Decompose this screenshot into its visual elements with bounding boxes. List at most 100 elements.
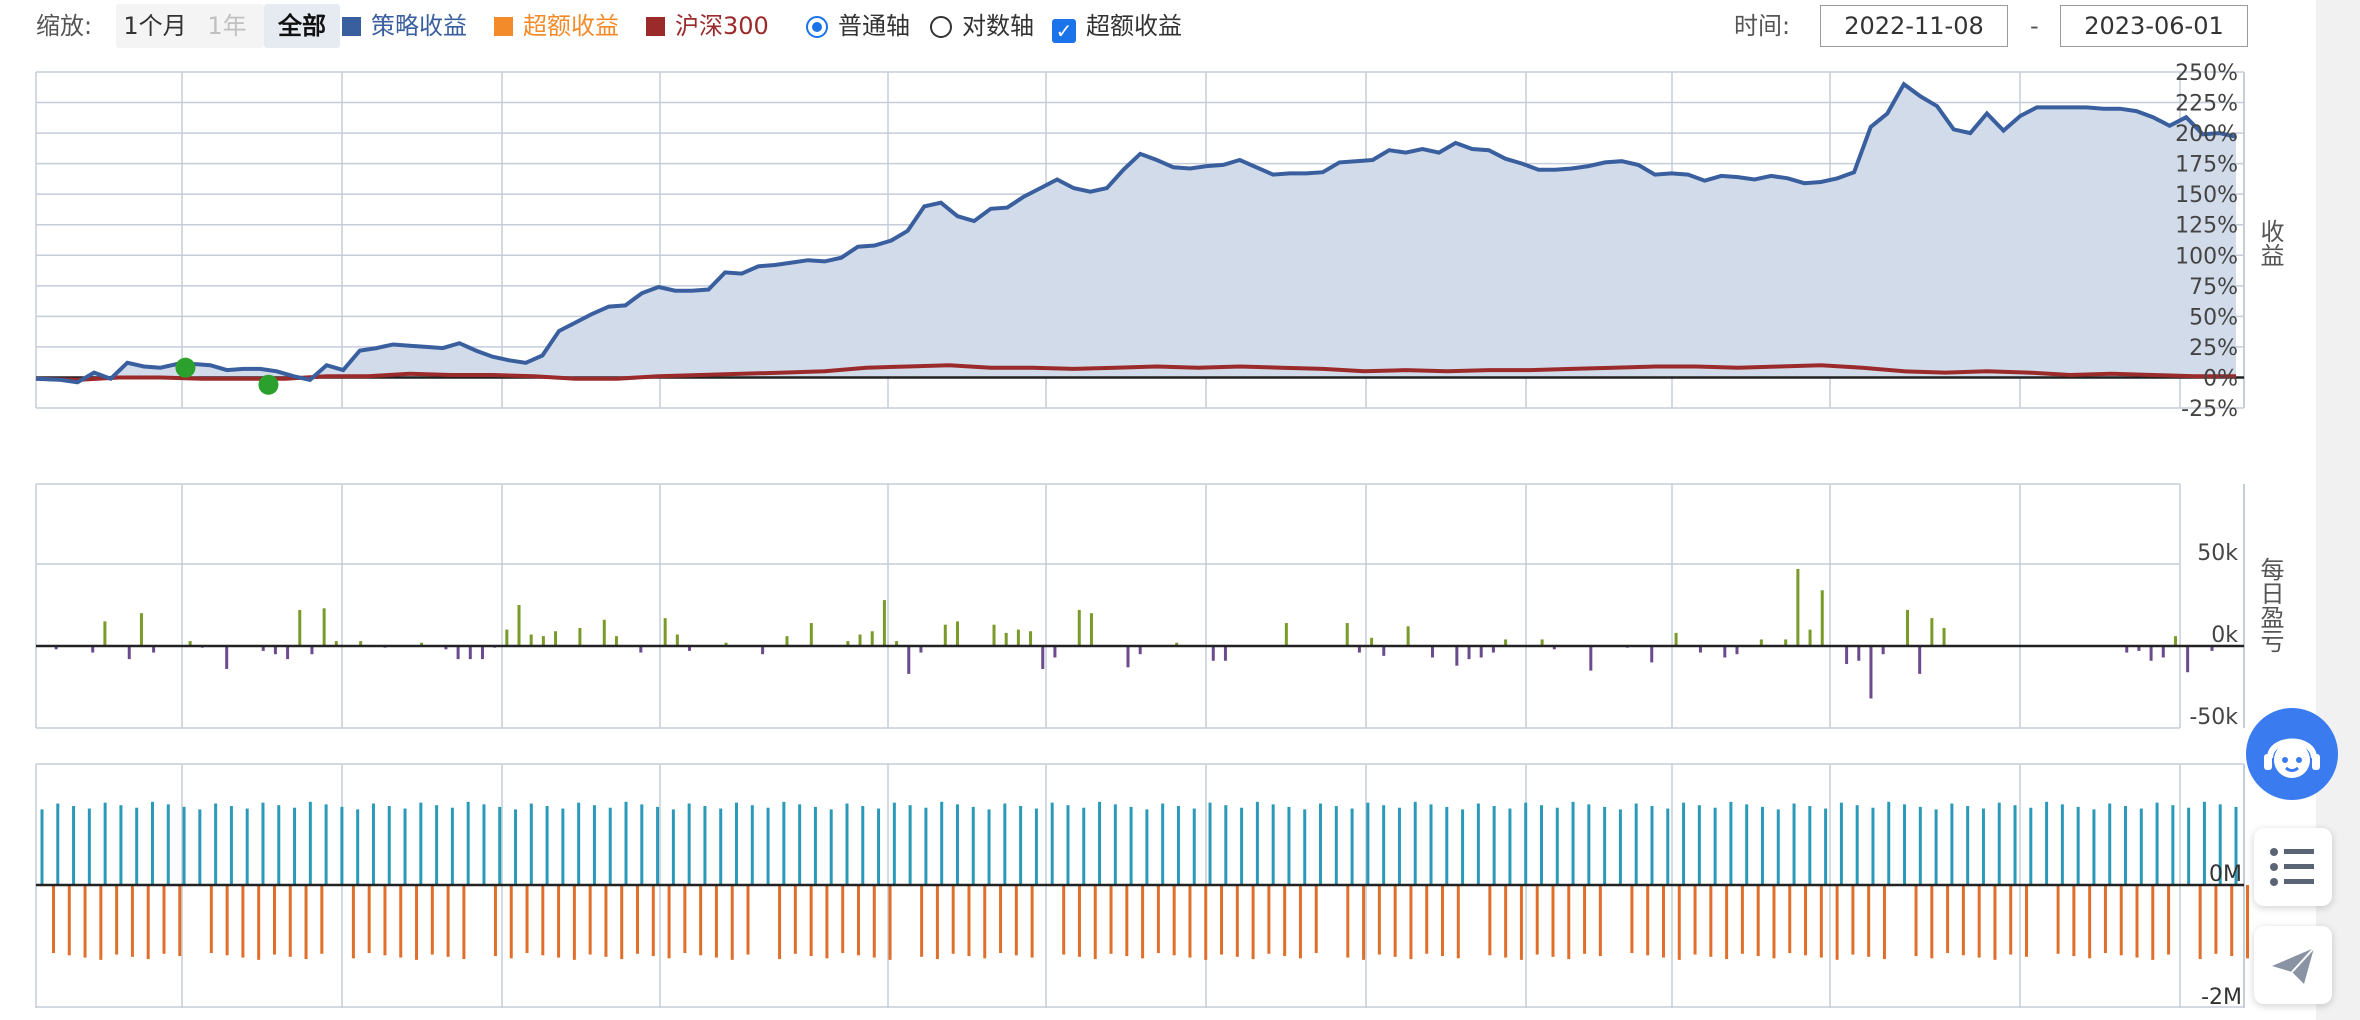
buy-bar xyxy=(2092,809,2096,885)
buy-bar xyxy=(229,806,233,885)
pnl-bar xyxy=(724,642,728,646)
returns-y-ticks: 250% 225% 200% 175% 150% 125% 100% 75% 50% 25% 0% -… xyxy=(2175,61,2238,422)
pnl-bar xyxy=(870,631,874,646)
sell-bar xyxy=(2198,885,2202,960)
sell-bar xyxy=(1693,885,1697,955)
sell-bar xyxy=(272,885,276,955)
customer-service-button[interactable] xyxy=(2246,708,2338,800)
excess-checkbox[interactable]: ✓ 超额收益 xyxy=(1052,4,1182,48)
legend-excess[interactable]: 超额收益 xyxy=(494,4,619,48)
returns-axis-label: 收益 xyxy=(2256,219,2284,267)
pnl-bar xyxy=(529,634,533,646)
buy-bar xyxy=(1634,803,1638,885)
sell-bar xyxy=(367,885,371,954)
pnl-bar xyxy=(1211,646,1215,661)
sell-bar xyxy=(146,885,150,960)
buy-bar xyxy=(214,803,218,885)
chart-toolbar: 缩放: 1个月 1年 全部 策略收益 超额收益 沪深300 普通轴 对数轴 ✓ 超… xyxy=(0,0,2300,52)
sell-bar xyxy=(415,885,419,960)
buy-bar xyxy=(1903,804,1907,885)
buy-bar xyxy=(2187,807,2191,885)
pnl-bar xyxy=(1089,613,1093,646)
buy-bar xyxy=(2234,806,2238,885)
returns-tick-label: 250% xyxy=(2175,61,2238,86)
sell-bar xyxy=(320,885,324,954)
sell-bar xyxy=(1551,885,1555,957)
sell-bar xyxy=(1804,885,1808,956)
buy-bar xyxy=(498,806,502,885)
buy-sell-panel[interactable]: 0M -2M xyxy=(35,763,2249,1010)
strategy-area-fill xyxy=(36,84,2236,383)
pnl-bar xyxy=(1808,629,1812,646)
buy-bar xyxy=(561,808,565,885)
pnl-bar xyxy=(1467,646,1471,660)
buy-bar xyxy=(340,806,344,885)
pnl-bar xyxy=(1004,632,1008,646)
pnl-bar xyxy=(1041,646,1045,669)
buy-bar xyxy=(1729,801,1733,885)
sell-bar xyxy=(2151,885,2155,960)
buy-bar xyxy=(1697,805,1701,885)
pnl-bar xyxy=(152,646,156,653)
trade-markers[interactable] xyxy=(175,357,279,395)
pnl-bar xyxy=(1345,623,1349,646)
buy-bar xyxy=(1066,805,1070,885)
buy-bar xyxy=(719,808,723,885)
sell-bar xyxy=(1141,885,1145,959)
start-date-input[interactable] xyxy=(1820,5,2008,47)
pnl-bars xyxy=(54,568,2214,699)
buy-bar xyxy=(40,809,44,885)
returns-tick-label: 125% xyxy=(2175,214,2238,239)
sell-bar xyxy=(399,885,403,958)
radio-unchecked-icon xyxy=(930,16,952,38)
sell-bar xyxy=(730,885,734,960)
sell-bar xyxy=(1961,885,1965,956)
pnl-bar xyxy=(1930,618,1934,646)
buy-bar xyxy=(1176,806,1180,885)
daily-pnl-panel[interactable]: 50k 0k -50k 每日盈亏 xyxy=(35,483,2284,730)
pnl-bar xyxy=(322,608,326,646)
pnl-bar xyxy=(2125,646,2129,653)
legend-hs300[interactable]: 沪深300 xyxy=(646,4,769,48)
pnl-bar xyxy=(1284,623,1288,646)
zoom-all-button[interactable]: 全部 xyxy=(264,4,340,48)
send-button[interactable] xyxy=(2254,926,2332,1004)
buy-bar xyxy=(1429,804,1433,885)
axis-normal-radio[interactable]: 普通轴 xyxy=(806,4,910,48)
buy-bar xyxy=(1603,806,1607,885)
buy-bar xyxy=(1350,808,1354,885)
sell-bar xyxy=(1740,885,1744,954)
pnl-bar xyxy=(480,646,484,660)
sell-bar xyxy=(1441,885,1445,957)
buy-bar xyxy=(387,806,391,885)
returns-tick-label: 0% xyxy=(2203,366,2238,391)
pnl-bar xyxy=(858,634,862,646)
returns-panel[interactable]: 250% 225% 200% 175% 150% 125% 100% 75% 50% 25% 0% -… xyxy=(35,61,2284,422)
buy-bar xyxy=(1997,802,2001,885)
date-separator: - xyxy=(2030,12,2039,40)
pnl-bar xyxy=(675,634,679,646)
time-label: 时间: xyxy=(1734,12,1791,40)
axis-log-radio[interactable]: 对数轴 xyxy=(930,4,1034,48)
pnl-bar xyxy=(1869,646,1873,699)
buy-bar xyxy=(1745,804,1749,885)
zoom-1month-button[interactable]: 1个月 xyxy=(116,4,194,48)
buy-bar xyxy=(1019,806,1023,885)
list-button[interactable] xyxy=(2254,828,2332,906)
end-date-input[interactable] xyxy=(2060,5,2248,47)
sell-bar xyxy=(1077,885,1081,957)
buy-bar xyxy=(1161,803,1165,885)
legend-strategy[interactable]: 策略收益 xyxy=(342,4,467,48)
pnl-bar xyxy=(127,646,131,660)
sell-bar xyxy=(2103,885,2107,954)
buy-sell-tick-label: 0M xyxy=(2209,862,2242,887)
zoom-1year-button[interactable]: 1年 xyxy=(190,4,264,48)
sell-bar xyxy=(2119,885,2123,956)
sell-bar xyxy=(572,885,576,960)
sell-bar xyxy=(1425,885,1429,954)
pnl-bar xyxy=(420,642,424,646)
pnl-bar xyxy=(846,641,850,646)
pnl-bar xyxy=(261,646,265,651)
returns-tick-label: 100% xyxy=(2175,244,2238,269)
buy-bar xyxy=(1366,802,1370,885)
